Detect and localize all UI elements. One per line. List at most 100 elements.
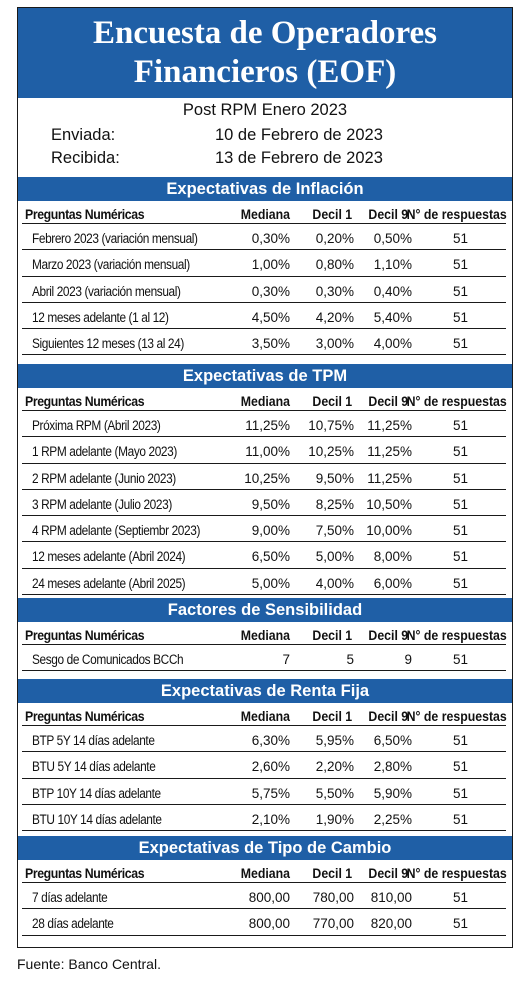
row-rule: [22, 777, 506, 779]
row-d1: 4,00%: [315, 575, 354, 591]
row-d1: 0,20%: [315, 231, 354, 246]
section: Expectativas de Tipo de Cambio Preguntas …: [18, 836, 512, 938]
row-question: BTP 10Y 14 días adelante: [32, 785, 161, 801]
row-n: 51: [452, 916, 468, 932]
row-n: 51: [452, 418, 468, 433]
row-n: 51: [452, 336, 468, 352]
row-n: 51: [452, 759, 468, 775]
section: Factores de Sensibilidad Preguntas Numéri…: [18, 598, 512, 673]
section: Expectativas de TPM Preguntas Numéricas Me…: [18, 364, 512, 597]
row-d9: 9: [404, 652, 412, 667]
row-d1: 770,00: [312, 916, 354, 932]
row-n: 51: [452, 231, 468, 246]
row-median: 2,60%: [251, 759, 290, 775]
row-d9: 4,00%: [373, 336, 412, 352]
row-question: Sesgo de Comunicados BCCh: [32, 652, 184, 667]
row-d9: 10,00%: [366, 523, 412, 539]
row-n: 51: [452, 733, 468, 748]
row-n: 51: [452, 549, 468, 565]
row-d1: 3,00%: [315, 336, 354, 352]
row-median: 3,50%: [251, 336, 290, 352]
row-question: Próxima RPM (Abril 2023): [32, 418, 161, 433]
column-header-d9: Decil 9: [368, 393, 408, 409]
received-label: Recibida:: [51, 149, 120, 167]
row-n: 51: [452, 283, 468, 299]
column-header-n: N° de respuestas: [406, 393, 507, 409]
table-row: 1 RPM adelante (Mayo 2023) 11,00% 10,25% 11…: [18, 439, 512, 465]
row-rule: [22, 830, 506, 832]
row-rule: [22, 354, 506, 356]
row-d1: 9,50%: [315, 470, 354, 486]
row-rule: [22, 751, 506, 753]
row-rule: [22, 436, 506, 438]
table-row: BTP 5Y 14 días adelante 6,30% 5,95% 6,50% 51: [18, 728, 512, 754]
section: Expectativas de Renta Fija Preguntas Numé…: [18, 679, 512, 833]
row-question: 24 meses adelante (Abril 2025): [32, 575, 186, 591]
column-header-d1: Decil 1: [312, 393, 352, 409]
row-median: 800,00: [248, 890, 290, 905]
column-header-question: Preguntas Numéricas: [25, 627, 145, 643]
row-median: 6,50%: [251, 549, 290, 565]
sent-date: 10 de Febrero de 2023: [215, 126, 383, 144]
row-median: 5,75%: [251, 785, 290, 801]
row-d1: 8,25%: [315, 496, 354, 512]
row-d1: 780,00: [312, 890, 354, 905]
column-header-question: Preguntas Numéricas: [25, 206, 145, 222]
title-line-2: Financieros (EOF): [133, 54, 397, 90]
row-d1: 10,25%: [308, 444, 354, 460]
row-d9: 10,50%: [366, 496, 412, 512]
row-n: 51: [452, 496, 468, 512]
column-header-row: Preguntas Numéricas Mediana Decil 1 Decil 9…: [18, 703, 512, 728]
row-d9: 6,50%: [373, 733, 412, 748]
column-header-n: N° de respuestas: [406, 865, 507, 881]
table-row: 28 días adelante 800,00 770,00 820,00 51: [18, 911, 512, 937]
column-header-median: Mediana: [240, 708, 290, 724]
section-title: Expectativas de Inflación: [18, 177, 512, 201]
row-d9: 6,00%: [373, 575, 412, 591]
row-d9: 0,40%: [373, 283, 412, 299]
section-title: Factores de Sensibilidad: [18, 598, 512, 622]
row-rule: [22, 410, 506, 411]
table-row: 3 RPM adelante (Julio 2023) 9,50% 8,25% 10,…: [18, 492, 512, 518]
row-rule: [22, 515, 506, 517]
subtitle: Post RPM Enero 2023: [182, 101, 348, 119]
row-question: 2 RPM adelante (Junio 2023): [32, 470, 176, 486]
row-rule: [22, 328, 506, 330]
row-median: 2,10%: [251, 811, 290, 827]
row-question: Abril 2023 (variación mensual): [32, 283, 181, 299]
row-d9: 2,80%: [373, 759, 412, 775]
column-header-n: N° de respuestas: [406, 627, 507, 643]
row-median: 11,25%: [245, 418, 290, 433]
row-question: Marzo 2023 (variación mensual): [32, 257, 190, 273]
column-header-row: Preguntas Numéricas Mediana Decil 1 Decil 9…: [18, 388, 512, 413]
column-header-median: Mediana: [240, 393, 290, 409]
sent-label: Enviada:: [51, 126, 116, 144]
row-rule: [22, 301, 506, 303]
row-d1: 4,20%: [315, 309, 354, 325]
table-row: 12 meses adelante (Abril 2024) 6,50% 5,00%…: [18, 544, 512, 570]
row-n: 51: [452, 575, 468, 591]
row-d9: 11,25%: [367, 470, 412, 486]
row-rule: [22, 594, 506, 596]
table-row: 12 meses adelante (1 al 12) 4,50% 4,20% 5,4…: [18, 305, 512, 331]
row-d1: 5,00%: [315, 549, 354, 565]
received-date: 13 de Febrero de 2023: [215, 149, 383, 167]
row-d9: 5,90%: [373, 785, 412, 801]
table-row: 4 RPM adelante (Septiembr 2023) 9,00% 7,50…: [18, 518, 512, 544]
row-question: Febrero 2023 (variación mensual): [32, 231, 198, 246]
row-d1: 0,30%: [315, 283, 354, 299]
row-rule: [22, 670, 506, 672]
row-d1: 0,80%: [315, 257, 354, 273]
row-d1: 2,20%: [315, 759, 354, 775]
row-question: BTU 10Y 14 días adelante: [32, 811, 162, 827]
source-footer: Fuente: Banco Central.: [17, 956, 161, 972]
row-rule: [22, 541, 506, 543]
row-rule: [22, 223, 506, 224]
row-d1: 1,90%: [315, 811, 354, 827]
row-question: BTP 5Y 14 días adelante: [32, 733, 155, 748]
row-median: 0,30%: [251, 231, 290, 246]
row-rule: [22, 882, 506, 883]
row-rule: [22, 908, 506, 910]
table-row: Próxima RPM (Abril 2023) 11,25% 10,75% 11,2…: [18, 413, 512, 439]
row-median: 1,00%: [251, 257, 290, 273]
